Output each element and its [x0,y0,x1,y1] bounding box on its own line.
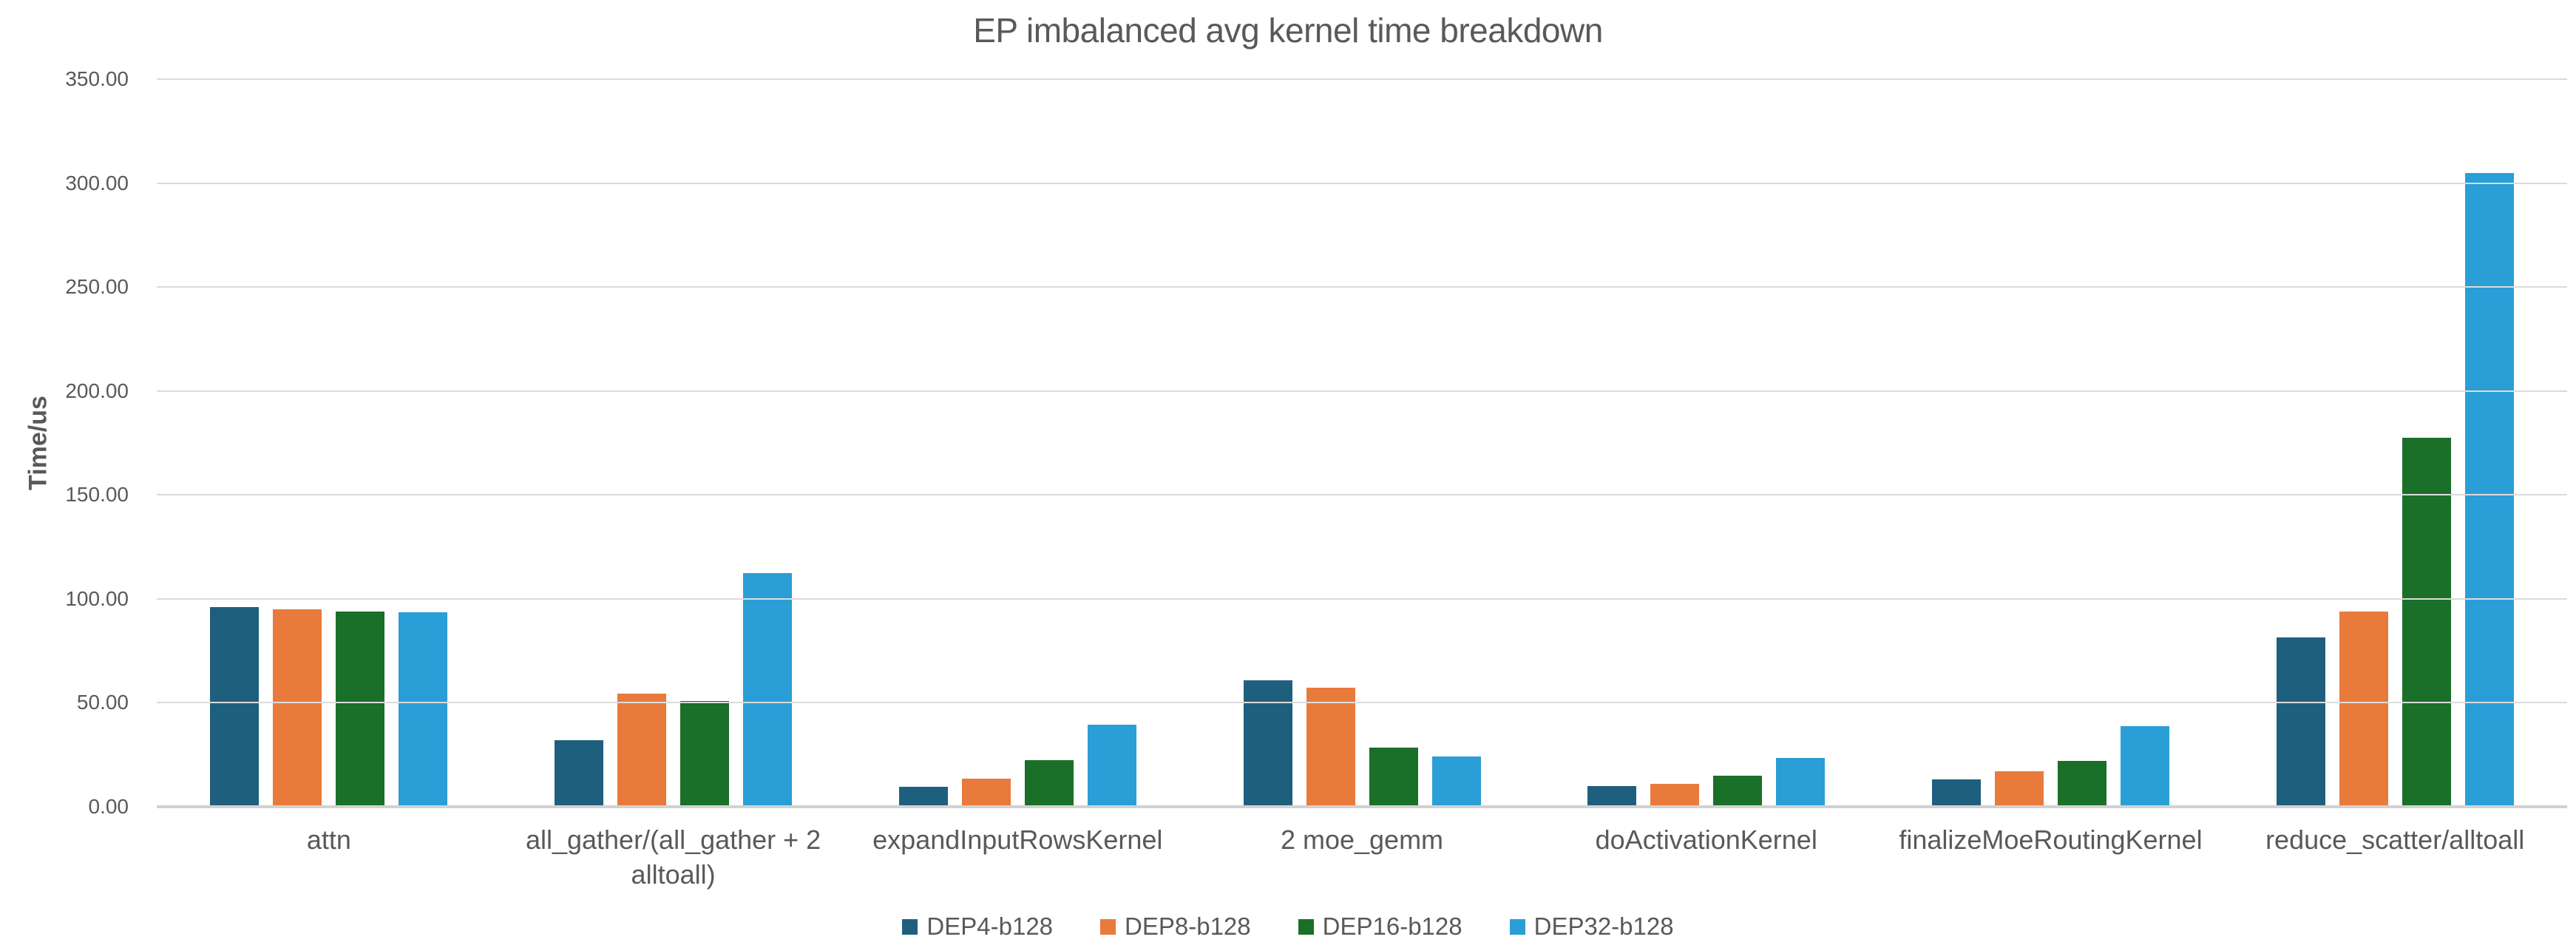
y-tick-label: 50.00 [76,691,129,714]
bar-group [2223,79,2567,807]
gridline [157,494,2567,496]
bar-DEP32-b128 [2120,726,2169,807]
bar-DEP32-b128 [1776,757,1826,807]
bar-DEP16-b128 [680,700,730,807]
plot-area: 350.00 300.00 250.00 200.00 150.00 100.00 50.0… [65,67,2567,818]
y-tick-label: 100.00 [65,586,129,610]
legend-swatch [1509,918,1525,935]
y-tick-label: 0.00 [88,795,129,818]
x-axis-category-labels: attn all_gather/(all_gather + 2 alltoall)… [157,822,2567,892]
x-category-label: expandInputRowsKernel [872,825,1163,855]
bar-DEP8-b128 [617,694,667,807]
gridline [157,78,2567,80]
gridline [157,182,2567,184]
bar-DEP4-b128 [2276,637,2325,807]
bar-DEP4-b128 [1931,779,1981,807]
bar-group [845,79,1190,807]
chart-title: EP imbalanced avg kernel time breakdown [973,11,1603,50]
x-category-label: 2 moe_gemm [1280,825,1444,855]
legend-item: DEP4-b128 [902,913,1053,941]
y-tick-label: 150.00 [65,483,129,507]
bar-DEP4-b128 [1243,680,1292,807]
bar-DEP4-b128 [898,787,948,807]
bar-DEP32-b128 [1431,756,1481,807]
bar-DEP16-b128 [1713,775,1763,807]
legend-item: DEP16-b128 [1298,913,1462,941]
legend-swatch [1100,918,1116,935]
bar-DEP8-b128 [1994,771,2044,807]
bar-group [1190,79,1534,807]
bar-DEP16-b128 [336,612,385,807]
bar-DEP32-b128 [2464,172,2514,807]
bar-DEP8-b128 [1306,687,1355,807]
legend-item: DEP8-b128 [1100,913,1251,941]
bar-groups [157,79,2567,807]
bar-DEP8-b128 [1650,783,1700,807]
x-category-label: finalizeMoeRoutingKernel [1899,825,2203,855]
bar-DEP8-b128 [2339,612,2388,807]
y-tick-label: 250.00 [65,275,129,299]
bar-DEP16-b128 [2057,760,2106,807]
legend-item: DEP32-b128 [1509,913,1674,941]
x-category-label: reduce_scatter/alltoall [2265,825,2525,855]
legend-swatch [1298,918,1314,935]
bar-DEP8-b128 [273,609,322,807]
bar-group [501,79,846,807]
legend-label: DEP32-b128 [1533,913,1674,940]
x-axis-line [157,805,2567,808]
legend-swatch [902,918,918,935]
gridline [157,702,2567,704]
bar-DEP16-b128 [1024,760,1074,807]
bar-DEP4-b128 [210,607,260,807]
gridline [157,597,2567,600]
bar-DEP32-b128 [1087,724,1136,807]
bar-DEP16-b128 [1369,747,1418,807]
y-axis-title: Time/us [24,396,52,490]
bar-DEP32-b128 [743,573,793,807]
x-category-label: attn [306,825,351,855]
y-tick-label: 350.00 [65,67,129,90]
legend: DEP4-b128 DEP8-b128 DEP16-b128 DEP32-b128 [0,908,2576,945]
x-category-label: doActivationKernel [1595,825,1817,855]
bar-group [1534,79,1879,807]
bar-group [157,79,501,807]
bar-DEP4-b128 [1587,785,1637,807]
y-tick-label: 300.00 [65,171,129,194]
y-tick-label: 200.00 [65,379,129,402]
bar-DEP4-b128 [555,740,604,807]
bar-DEP32-b128 [399,612,448,807]
gridline [157,390,2567,392]
legend-label: DEP8-b128 [1125,913,1251,940]
bar-group [1879,79,2223,807]
bar-DEP8-b128 [961,778,1011,807]
legend-label: DEP16-b128 [1322,913,1462,940]
x-category-label: all_gather/(all_gather + 2 alltoall) [525,825,821,890]
gridline [157,286,2567,288]
legend-label: DEP4-b128 [926,913,1054,940]
bar-DEP16-b128 [2402,437,2451,807]
